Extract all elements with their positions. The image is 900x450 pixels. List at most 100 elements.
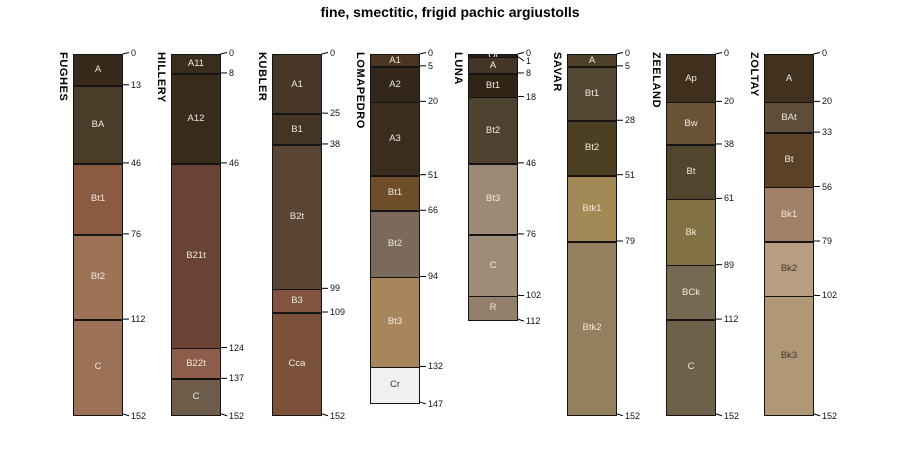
horizon	[172, 55, 220, 74]
horizon	[667, 320, 715, 415]
horizon	[469, 73, 517, 98]
horizon-boundary	[568, 241, 616, 243]
horizon	[568, 55, 616, 67]
horizon-boundary	[273, 312, 321, 314]
horizon-label: Bt2	[485, 124, 501, 136]
depth-label: 99	[330, 283, 341, 294]
depth-label: 20	[428, 96, 439, 107]
depth-label: 66	[428, 205, 439, 216]
horizon-boundary	[667, 101, 715, 104]
horizon-label: Bt	[686, 166, 696, 178]
depth-label: 0	[229, 47, 235, 58]
depth-label: 152	[330, 410, 346, 421]
horizon-boundary	[765, 186, 813, 189]
horizon-boundary	[371, 101, 419, 104]
depth-tick	[220, 52, 228, 55]
depth-tick	[616, 52, 624, 55]
horizon-label: A	[94, 64, 102, 76]
depth-label: 132	[428, 361, 444, 372]
horizon-boundary	[568, 120, 616, 123]
horizon	[568, 241, 616, 415]
horizon	[273, 289, 321, 313]
horizon	[74, 320, 122, 415]
depth-label: 0	[526, 47, 532, 58]
horizon	[765, 55, 813, 103]
depth-label: 8	[229, 67, 235, 78]
horizon-boundary	[667, 144, 715, 146]
horizon-boundary	[74, 84, 122, 87]
profile-id-label: HILLERY	[155, 52, 167, 103]
horizon	[667, 102, 715, 145]
horizon	[469, 234, 517, 297]
horizon-label: B2t	[289, 211, 305, 223]
horizon	[469, 163, 517, 235]
horizon-boundary	[74, 234, 122, 236]
horizon-boundary	[667, 319, 715, 321]
horizon	[568, 66, 616, 122]
depth-label: 13	[131, 79, 142, 90]
depth-tick	[517, 52, 525, 55]
horizon-label: Cca	[288, 357, 306, 369]
depth-label: 20	[724, 96, 735, 107]
depth-tick	[813, 413, 821, 417]
plot-title: fine, smectitic, frigid pachic argiustol…	[320, 4, 580, 20]
horizon-label: B21t	[186, 250, 206, 262]
horizon-boundary	[273, 113, 321, 115]
horizon	[371, 277, 419, 368]
horizon-boundary	[172, 163, 220, 165]
depth-label: 56	[822, 181, 833, 192]
horizon	[273, 144, 321, 290]
horizon	[765, 102, 813, 134]
horizon-label: C	[192, 391, 200, 403]
horizon-label: Bt2	[584, 142, 600, 154]
horizon	[469, 57, 517, 74]
depth-label: 79	[822, 235, 833, 246]
profile-id-label: SAVAR	[551, 52, 563, 92]
horizon	[371, 66, 419, 103]
horizon-label: A1	[291, 78, 303, 90]
horizon-boundary	[765, 132, 813, 134]
depth-label: 0	[724, 47, 730, 58]
depth-tick	[321, 413, 329, 417]
horizon-label: B1	[291, 123, 303, 135]
horizon-label: B22t	[186, 357, 206, 369]
horizon-label: Bt2	[90, 271, 106, 283]
horizon-label: Bw	[684, 117, 698, 129]
horizon	[172, 73, 220, 164]
depth-label: 0	[131, 47, 137, 58]
horizon-boundary	[74, 163, 122, 165]
profile-bar: A1 A2 A3 Bt1 Bt2 Bt3 Cr	[370, 54, 420, 404]
horizon-boundary	[667, 264, 715, 267]
depth-tick	[517, 55, 525, 62]
depth-label: 25	[330, 108, 341, 119]
horizon-boundary	[172, 73, 220, 75]
depth-tick	[220, 413, 228, 417]
horizon-label: R	[489, 302, 497, 314]
horizon	[172, 163, 220, 349]
horizon-boundary	[469, 295, 517, 298]
depth-label: 51	[625, 169, 636, 180]
depth-label: 51	[428, 169, 439, 180]
depth-tick	[715, 413, 723, 417]
depth-label: 112	[724, 314, 739, 325]
depth-label: 89	[724, 259, 735, 270]
horizon	[469, 55, 517, 58]
horizon-label: Bk3	[780, 349, 798, 361]
depth-label: 109	[330, 307, 346, 317]
horizon-label: A3	[389, 133, 401, 145]
depth-tick	[419, 52, 427, 55]
depth-tick	[419, 401, 427, 405]
horizon-label: Bt1	[90, 193, 106, 205]
horizon-boundary	[273, 144, 321, 146]
horizon-label: C	[94, 361, 102, 373]
horizon-boundary	[469, 163, 517, 165]
depth-label: 0	[625, 47, 631, 58]
depth-tick	[321, 52, 329, 55]
horizon	[667, 265, 715, 321]
horizon-label: Btk1	[582, 202, 602, 214]
horizon	[765, 296, 813, 415]
depth-tick	[122, 52, 130, 55]
profile-bar: Ap Bw Bt Bk BCk C	[666, 54, 716, 416]
profile-id-label: LOMAPEDRO	[354, 52, 366, 129]
